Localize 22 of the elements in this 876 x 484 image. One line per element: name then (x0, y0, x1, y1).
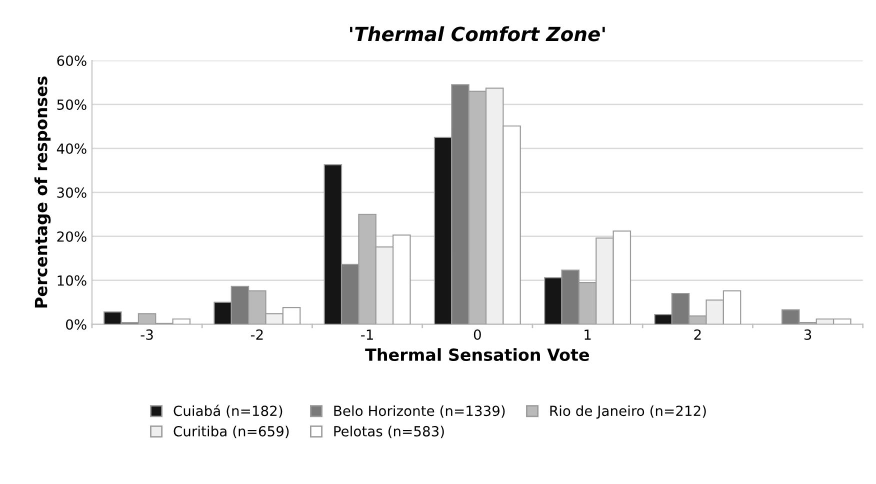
legend-label: Pelotas (n=583) (334, 426, 444, 438)
x-tick-label: 0 (474, 329, 481, 340)
x-axis-title: Thermal Sensation Vote (365, 348, 589, 362)
y-tick-label: 20% (57, 231, 86, 242)
y-tick-label: 30% (57, 187, 86, 198)
x-tick-label: 2 (694, 329, 701, 340)
y-tick-label: 0% (66, 319, 86, 330)
legend-label: Belo Horizonte (n=1339) (334, 405, 505, 418)
chart-title: 'Thermal Comfort Zone' (350, 26, 605, 42)
legend-label: Curitiba (n=659) (174, 426, 289, 438)
x-tick-label: -1 (361, 330, 373, 340)
y-tick-label: 60% (57, 55, 86, 66)
x-tick-label: -2 (250, 329, 263, 340)
y-tick-label: 50% (57, 99, 86, 110)
y-axis-title: Percentage of responses (34, 76, 51, 308)
legend-label: Rio de Janeiro (n=212) (550, 405, 706, 419)
x-tick-label: -3 (140, 329, 153, 340)
y-tick-label: 40% (56, 143, 86, 154)
x-tick-label: 1 (584, 330, 591, 340)
x-tick-label: 3 (804, 329, 812, 340)
legend-label: Cuiabá (n=182) (174, 404, 282, 418)
y-tick-label: 10% (58, 275, 86, 286)
